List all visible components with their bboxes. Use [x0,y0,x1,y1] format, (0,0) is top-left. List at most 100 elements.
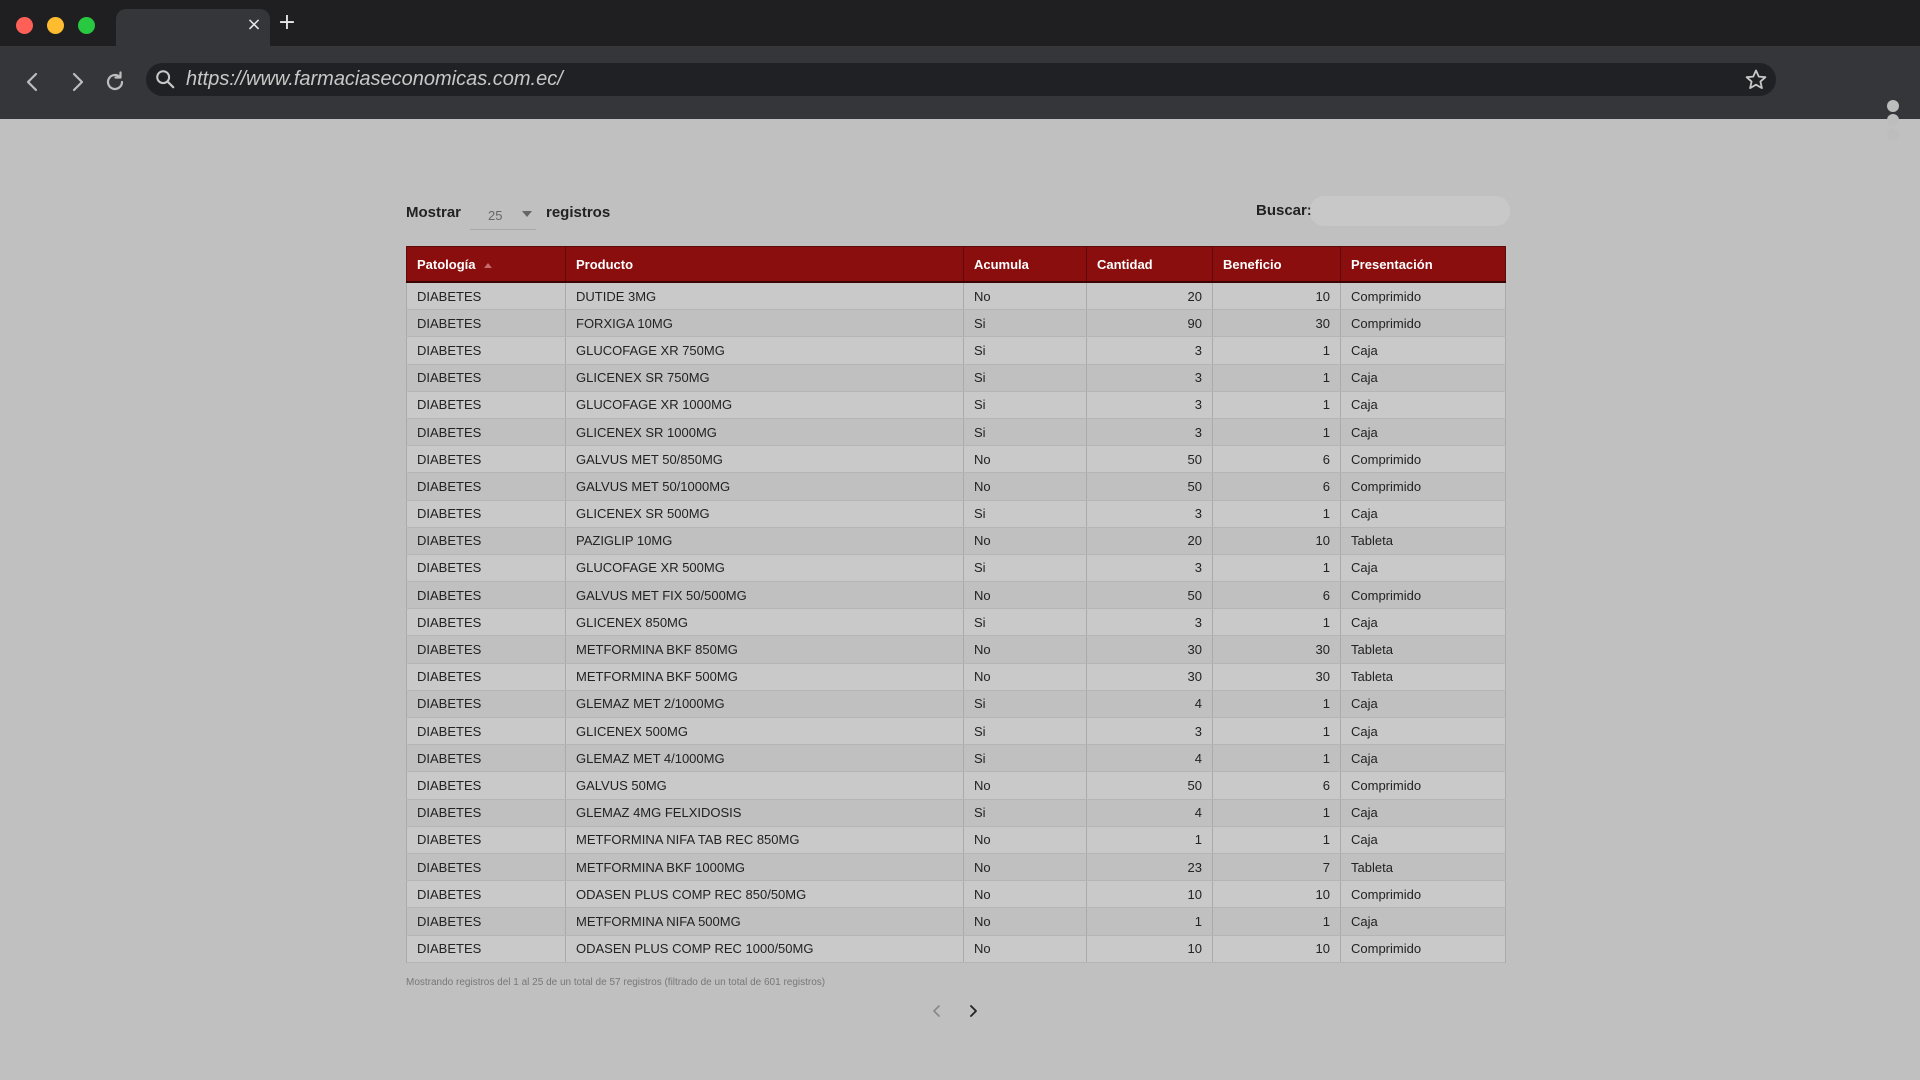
cell-patologia: DIABETES [406,282,566,311]
new-tab-button[interactable]: + [277,10,297,35]
table-row: DIABETES GLUCOFAGE XR 750MG Si 3 1 Caja [406,336,1506,365]
cell-patologia: DIABETES [406,935,566,963]
cell-patologia: DIABETES [406,771,566,800]
maximize-window-button[interactable] [78,17,95,34]
cell-acumula: No [963,935,1087,963]
table-row: DIABETES DUTIDE 3MG No 20 10 Comprimido [406,282,1506,311]
cell-patologia: DIABETES [406,472,566,501]
cell-cantidad: 50 [1086,581,1213,610]
cell-cantidad: 3 [1086,336,1213,365]
chevron-right-icon [970,1005,977,1017]
cell-beneficio: 30 [1212,635,1341,664]
cell-presentacion: Comprimido [1340,935,1506,963]
forward-button[interactable] [63,68,91,96]
table-row: DIABETES GLEMAZ MET 4/1000MG Si 4 1 Caja [406,744,1506,773]
cell-patologia: DIABETES [406,336,566,365]
reload-icon [106,71,124,91]
cell-producto: GALVUS 50MG [565,771,964,800]
close-window-button[interactable] [16,17,33,34]
cell-beneficio: 1 [1212,336,1341,365]
cell-presentacion: Comprimido [1340,880,1506,909]
star-icon[interactable] [1744,68,1768,92]
cell-cantidad: 3 [1086,364,1213,392]
tab-close-icon[interactable]: × [246,14,262,35]
table-row: DIABETES GLICENEX 850MG Si 3 1 Caja [406,608,1506,637]
cell-cantidad: 4 [1086,744,1213,773]
cell-cantidad: 23 [1086,853,1213,882]
cell-presentacion: Caja [1340,744,1506,773]
cell-acumula: Si [963,364,1087,392]
cell-patologia: DIABETES [406,527,566,555]
cell-acumula: Si [963,690,1087,719]
cell-cantidad: 30 [1086,635,1213,664]
cell-patologia: DIABETES [406,744,566,773]
cell-cantidad: 20 [1086,282,1213,311]
cell-beneficio: 1 [1212,907,1341,936]
browser-tab[interactable]: × [116,9,270,46]
table-row: DIABETES METFORMINA NIFA TAB REC 850MG No 1… [406,826,1506,854]
cell-beneficio: 1 [1212,799,1341,827]
browser-toolbar: https://www.farmaciaseconomicas.com.ec/ [0,46,1920,140]
cell-patologia: DIABETES [406,500,566,528]
minimize-window-button[interactable] [47,17,64,34]
cell-beneficio: 1 [1212,690,1341,719]
cell-beneficio: 1 [1212,391,1341,419]
cell-beneficio: 1 [1212,826,1341,854]
cell-producto: GLICENEX SR 750MG [565,364,964,392]
page-length-select[interactable]: 25 [470,199,536,230]
previous-page-button[interactable] [928,1002,946,1020]
cell-acumula: No [963,445,1087,474]
next-page-button[interactable] [964,1002,982,1020]
cell-beneficio: 1 [1212,717,1341,746]
cell-acumula: Si [963,717,1087,746]
table-row: DIABETES ODASEN PLUS COMP REC 850/50MG No 1… [406,880,1506,909]
cell-presentacion: Caja [1340,391,1506,419]
cell-presentacion: Tableta [1340,635,1506,664]
cell-presentacion: Caja [1340,690,1506,719]
cell-presentacion: Caja [1340,554,1506,583]
column-header-patologia[interactable]: Patología [406,246,566,283]
cell-cantidad: 3 [1086,500,1213,528]
cell-presentacion: Comprimido [1340,282,1506,311]
cell-patologia: DIABETES [406,445,566,474]
column-header-cantidad[interactable]: Cantidad [1086,246,1213,283]
cell-beneficio: 6 [1212,581,1341,610]
column-header-beneficio[interactable]: Beneficio [1212,246,1341,283]
reload-button[interactable] [101,68,129,96]
cell-presentacion: Comprimido [1340,309,1506,338]
cell-acumula: Si [963,336,1087,365]
browser-menu-icon[interactable] [1883,100,1903,144]
url-text[interactable]: https://www.farmaciaseconomicas.com.ec/ [186,68,563,90]
search-input[interactable] [1310,196,1510,226]
column-header-presentacion[interactable]: Presentación [1340,246,1506,283]
cell-acumula: No [963,771,1087,800]
cell-beneficio: 30 [1212,663,1341,691]
cell-acumula: Si [963,799,1087,827]
show-label: Mostrar [406,204,462,221]
cell-patologia: DIABETES [406,663,566,691]
table-row: DIABETES PAZIGLIP 10MG No 20 10 Tableta [406,527,1506,555]
column-header-producto[interactable]: Producto [565,246,964,283]
cell-acumula: No [963,853,1087,882]
table-row: DIABETES GLICENEX SR 1000MG Si 3 1 Caja [406,418,1506,447]
cell-cantidad: 3 [1086,554,1213,583]
cell-patologia: DIABETES [406,717,566,746]
cell-beneficio: 7 [1212,853,1341,882]
address-bar[interactable]: https://www.farmaciaseconomicas.com.ec/ [146,63,1776,96]
back-button[interactable] [19,68,47,96]
column-header-acumula[interactable]: Acumula [963,246,1087,283]
cell-cantidad: 3 [1086,418,1213,447]
cell-cantidad: 20 [1086,527,1213,555]
table-row: DIABETES GLICENEX SR 500MG Si 3 1 Caja [406,500,1506,528]
cell-cantidad: 50 [1086,445,1213,474]
search-label: Buscar: [1256,202,1312,219]
cell-presentacion: Tableta [1340,527,1506,555]
table-row: DIABETES GLUCOFAGE XR 1000MG Si 3 1 Caja [406,391,1506,419]
cell-beneficio: 6 [1212,445,1341,474]
cell-presentacion: Caja [1340,336,1506,365]
cell-producto: GLICENEX 850MG [565,608,964,637]
chevron-right-icon [72,72,84,92]
table-row: DIABETES METFORMINA NIFA 500MG No 1 1 Caja [406,907,1506,936]
cell-patologia: DIABETES [406,635,566,664]
cell-beneficio: 1 [1212,744,1341,773]
